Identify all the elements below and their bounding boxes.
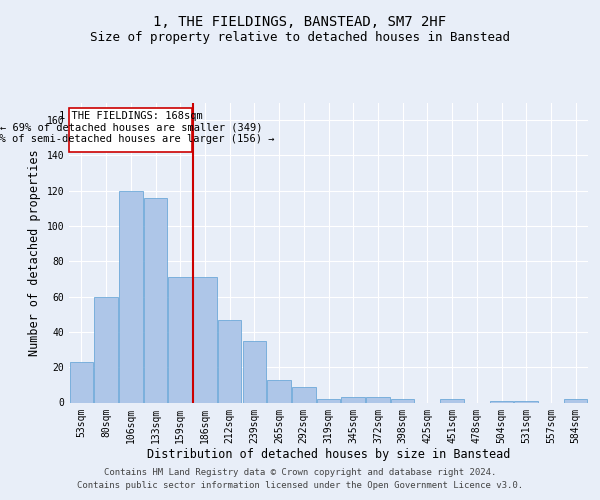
X-axis label: Distribution of detached houses by size in Banstead: Distribution of detached houses by size …	[147, 448, 510, 461]
Text: Contains public sector information licensed under the Open Government Licence v3: Contains public sector information licen…	[77, 480, 523, 490]
Bar	[292, 386, 316, 402]
Bar	[490, 400, 513, 402]
Text: 1, THE FIELDINGS, BANSTEAD, SM7 2HF: 1, THE FIELDINGS, BANSTEAD, SM7 2HF	[154, 16, 446, 30]
Bar	[70, 108, 192, 152]
Bar	[341, 397, 365, 402]
Bar	[70, 362, 93, 403]
Bar	[317, 399, 340, 402]
Bar	[193, 277, 217, 402]
Bar	[391, 399, 415, 402]
Bar	[144, 198, 167, 402]
Text: Contains HM Land Registry data © Crown copyright and database right 2024.: Contains HM Land Registry data © Crown c…	[104, 468, 496, 477]
Y-axis label: Number of detached properties: Number of detached properties	[28, 149, 41, 356]
Bar	[268, 380, 291, 402]
Text: ← 69% of detached houses are smaller (349): ← 69% of detached houses are smaller (34…	[0, 122, 262, 132]
Bar	[514, 400, 538, 402]
Text: 31% of semi-detached houses are larger (156) →: 31% of semi-detached houses are larger (…	[0, 134, 275, 143]
Bar	[242, 340, 266, 402]
Text: Size of property relative to detached houses in Banstead: Size of property relative to detached ho…	[90, 31, 510, 44]
Text: 1 THE FIELDINGS: 168sqm: 1 THE FIELDINGS: 168sqm	[59, 110, 203, 120]
Bar	[564, 399, 587, 402]
Bar	[218, 320, 241, 402]
Bar	[119, 190, 143, 402]
Bar	[366, 397, 389, 402]
Bar	[94, 296, 118, 403]
Bar	[440, 399, 464, 402]
Bar	[169, 277, 192, 402]
